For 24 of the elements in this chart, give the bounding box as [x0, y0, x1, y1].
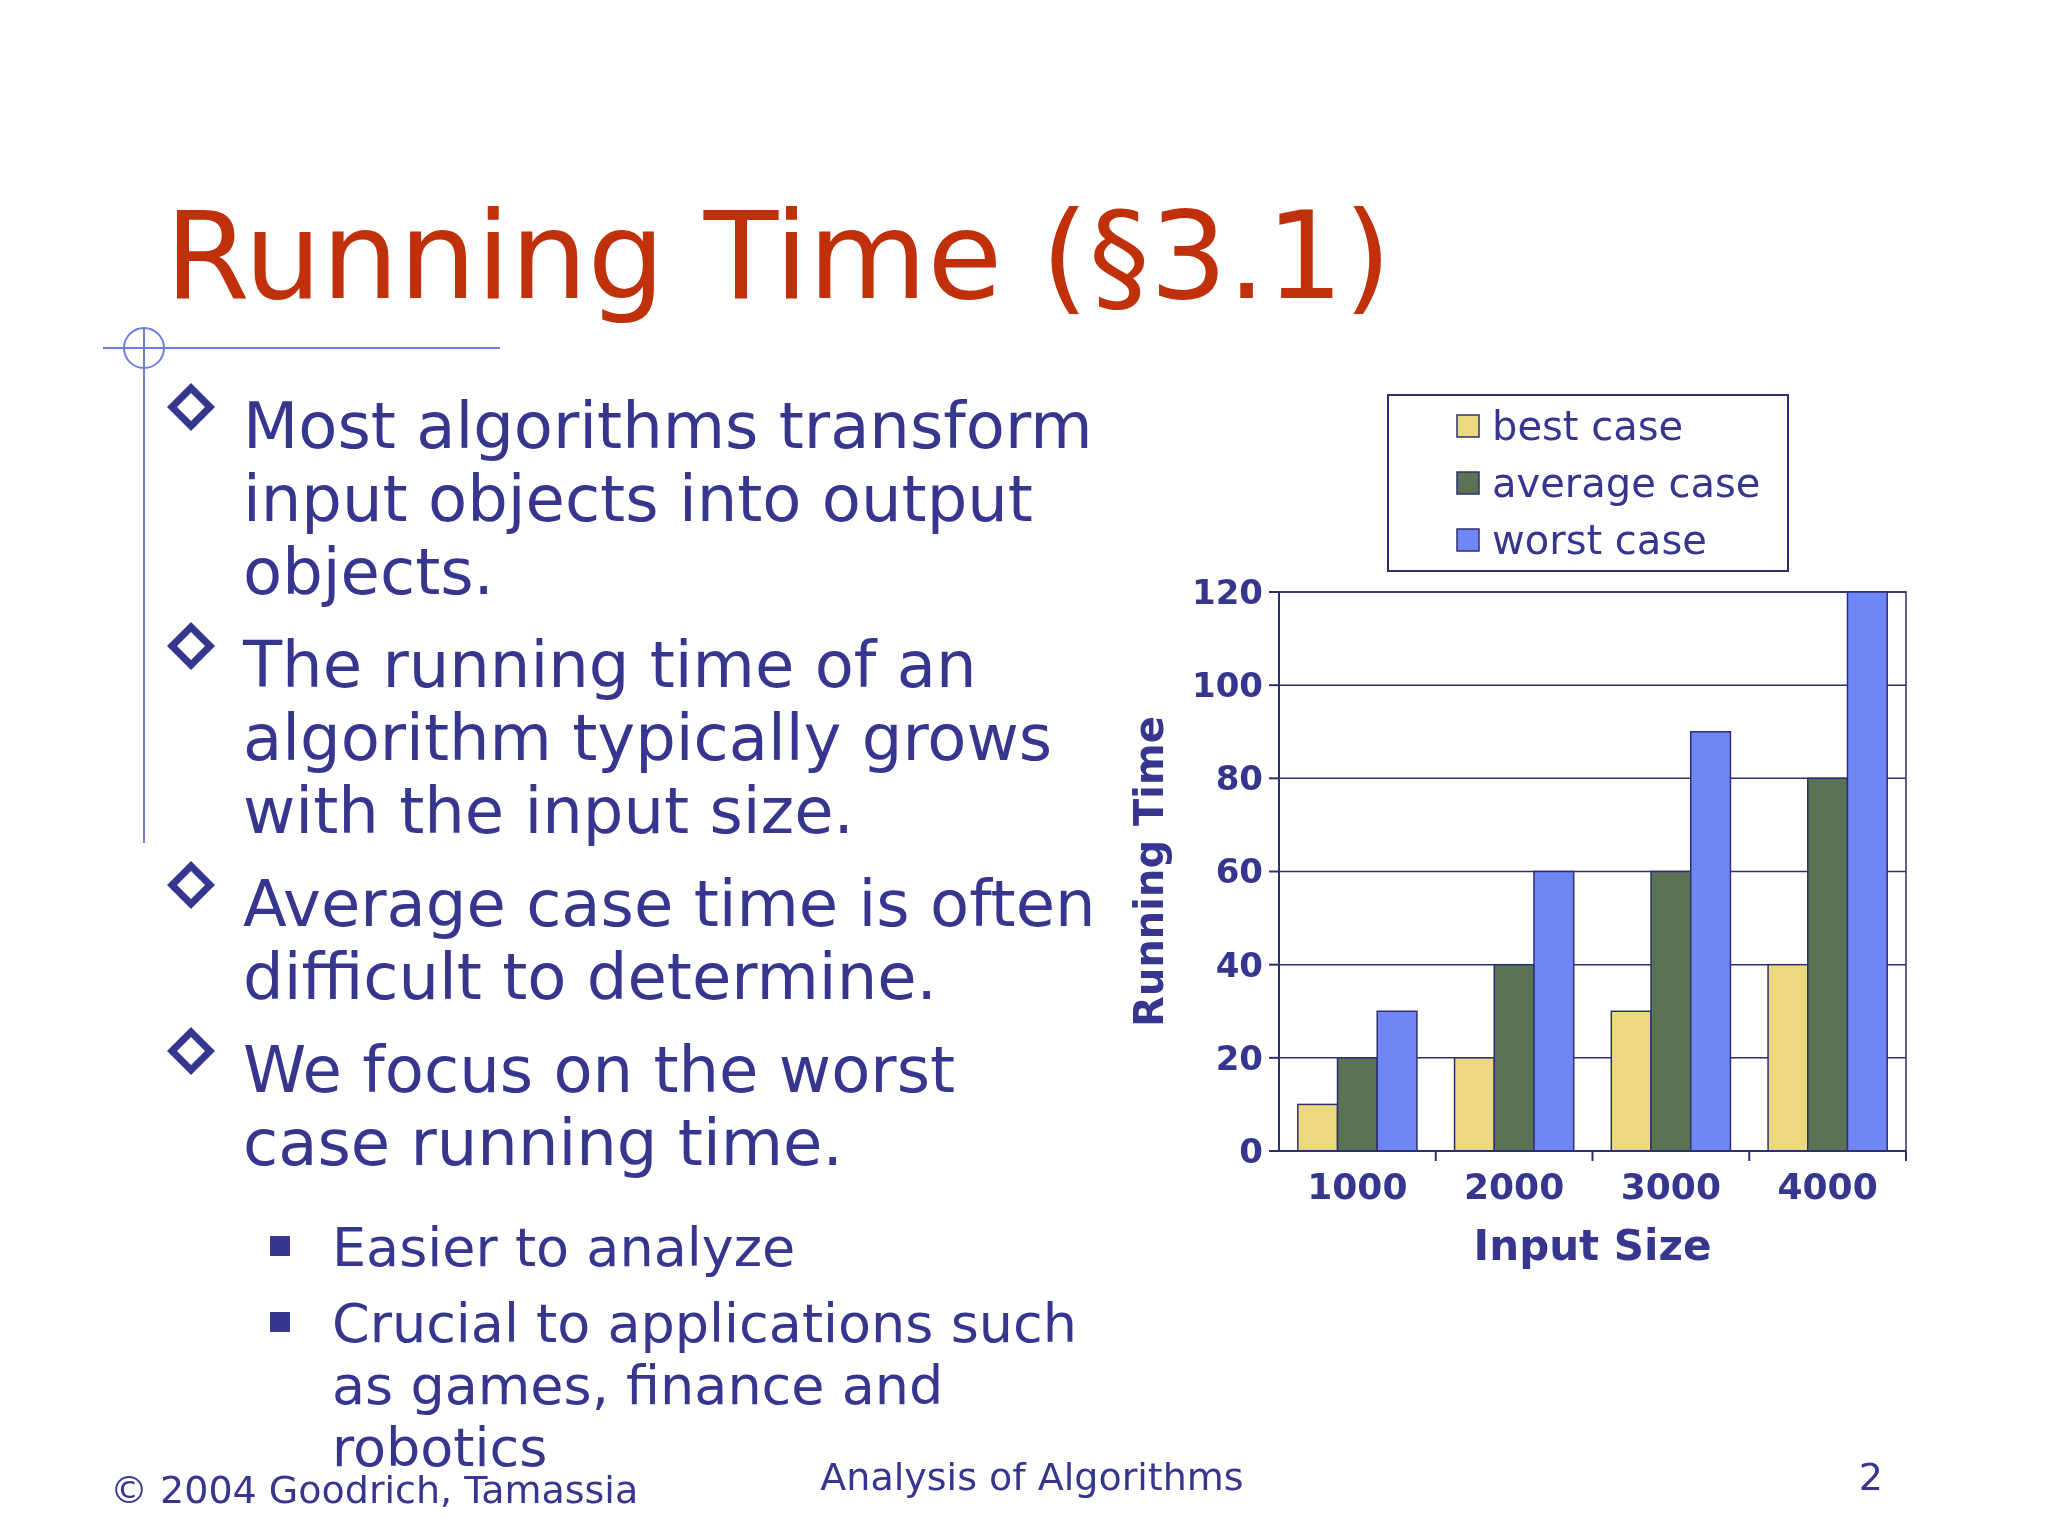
- text: Average case time is often difficult to determine.: [243, 867, 1096, 1014]
- y-tick-label: 60: [1215, 851, 1263, 892]
- y-tick-label: 0: [1239, 1130, 1263, 1171]
- chart-title: Running Time (§3.1): [165, 185, 1392, 327]
- text: The running time of an algorithm typically grows with the input size.: [242, 628, 1053, 848]
- y-tick-label: 80: [1215, 758, 1263, 799]
- text: We focus on the worst case running time.: [243, 1033, 956, 1180]
- y-tick-label: 20: [1215, 1037, 1263, 1078]
- text: 2: [1858, 1455, 1883, 1499]
- x-tick-label: 3000: [1620, 1166, 1721, 1207]
- legend-label: best case: [1492, 403, 1684, 449]
- legend-label: worst case: [1492, 517, 1707, 563]
- y-tick-label: 120: [1192, 571, 1263, 612]
- x-tick-label: 1000: [1307, 1166, 1408, 1207]
- y-tick-label: 40: [1215, 944, 1263, 985]
- text: © 2004 Goodrich, Tamassia: [110, 1468, 639, 1512]
- legend-label: average case: [1492, 460, 1761, 506]
- y-axis-title: Running Time: [1126, 716, 1172, 1027]
- y-tick-label: 100: [1192, 665, 1263, 706]
- x-tick-label: 4000: [1777, 1166, 1878, 1207]
- x-axis-title: Input Size: [1473, 1221, 1712, 1270]
- text: Easier to analyze: [332, 1216, 796, 1279]
- text: Most algorithms transform input objects into output objects.: [243, 389, 1093, 609]
- x-tick-label: 2000: [1464, 1166, 1565, 1207]
